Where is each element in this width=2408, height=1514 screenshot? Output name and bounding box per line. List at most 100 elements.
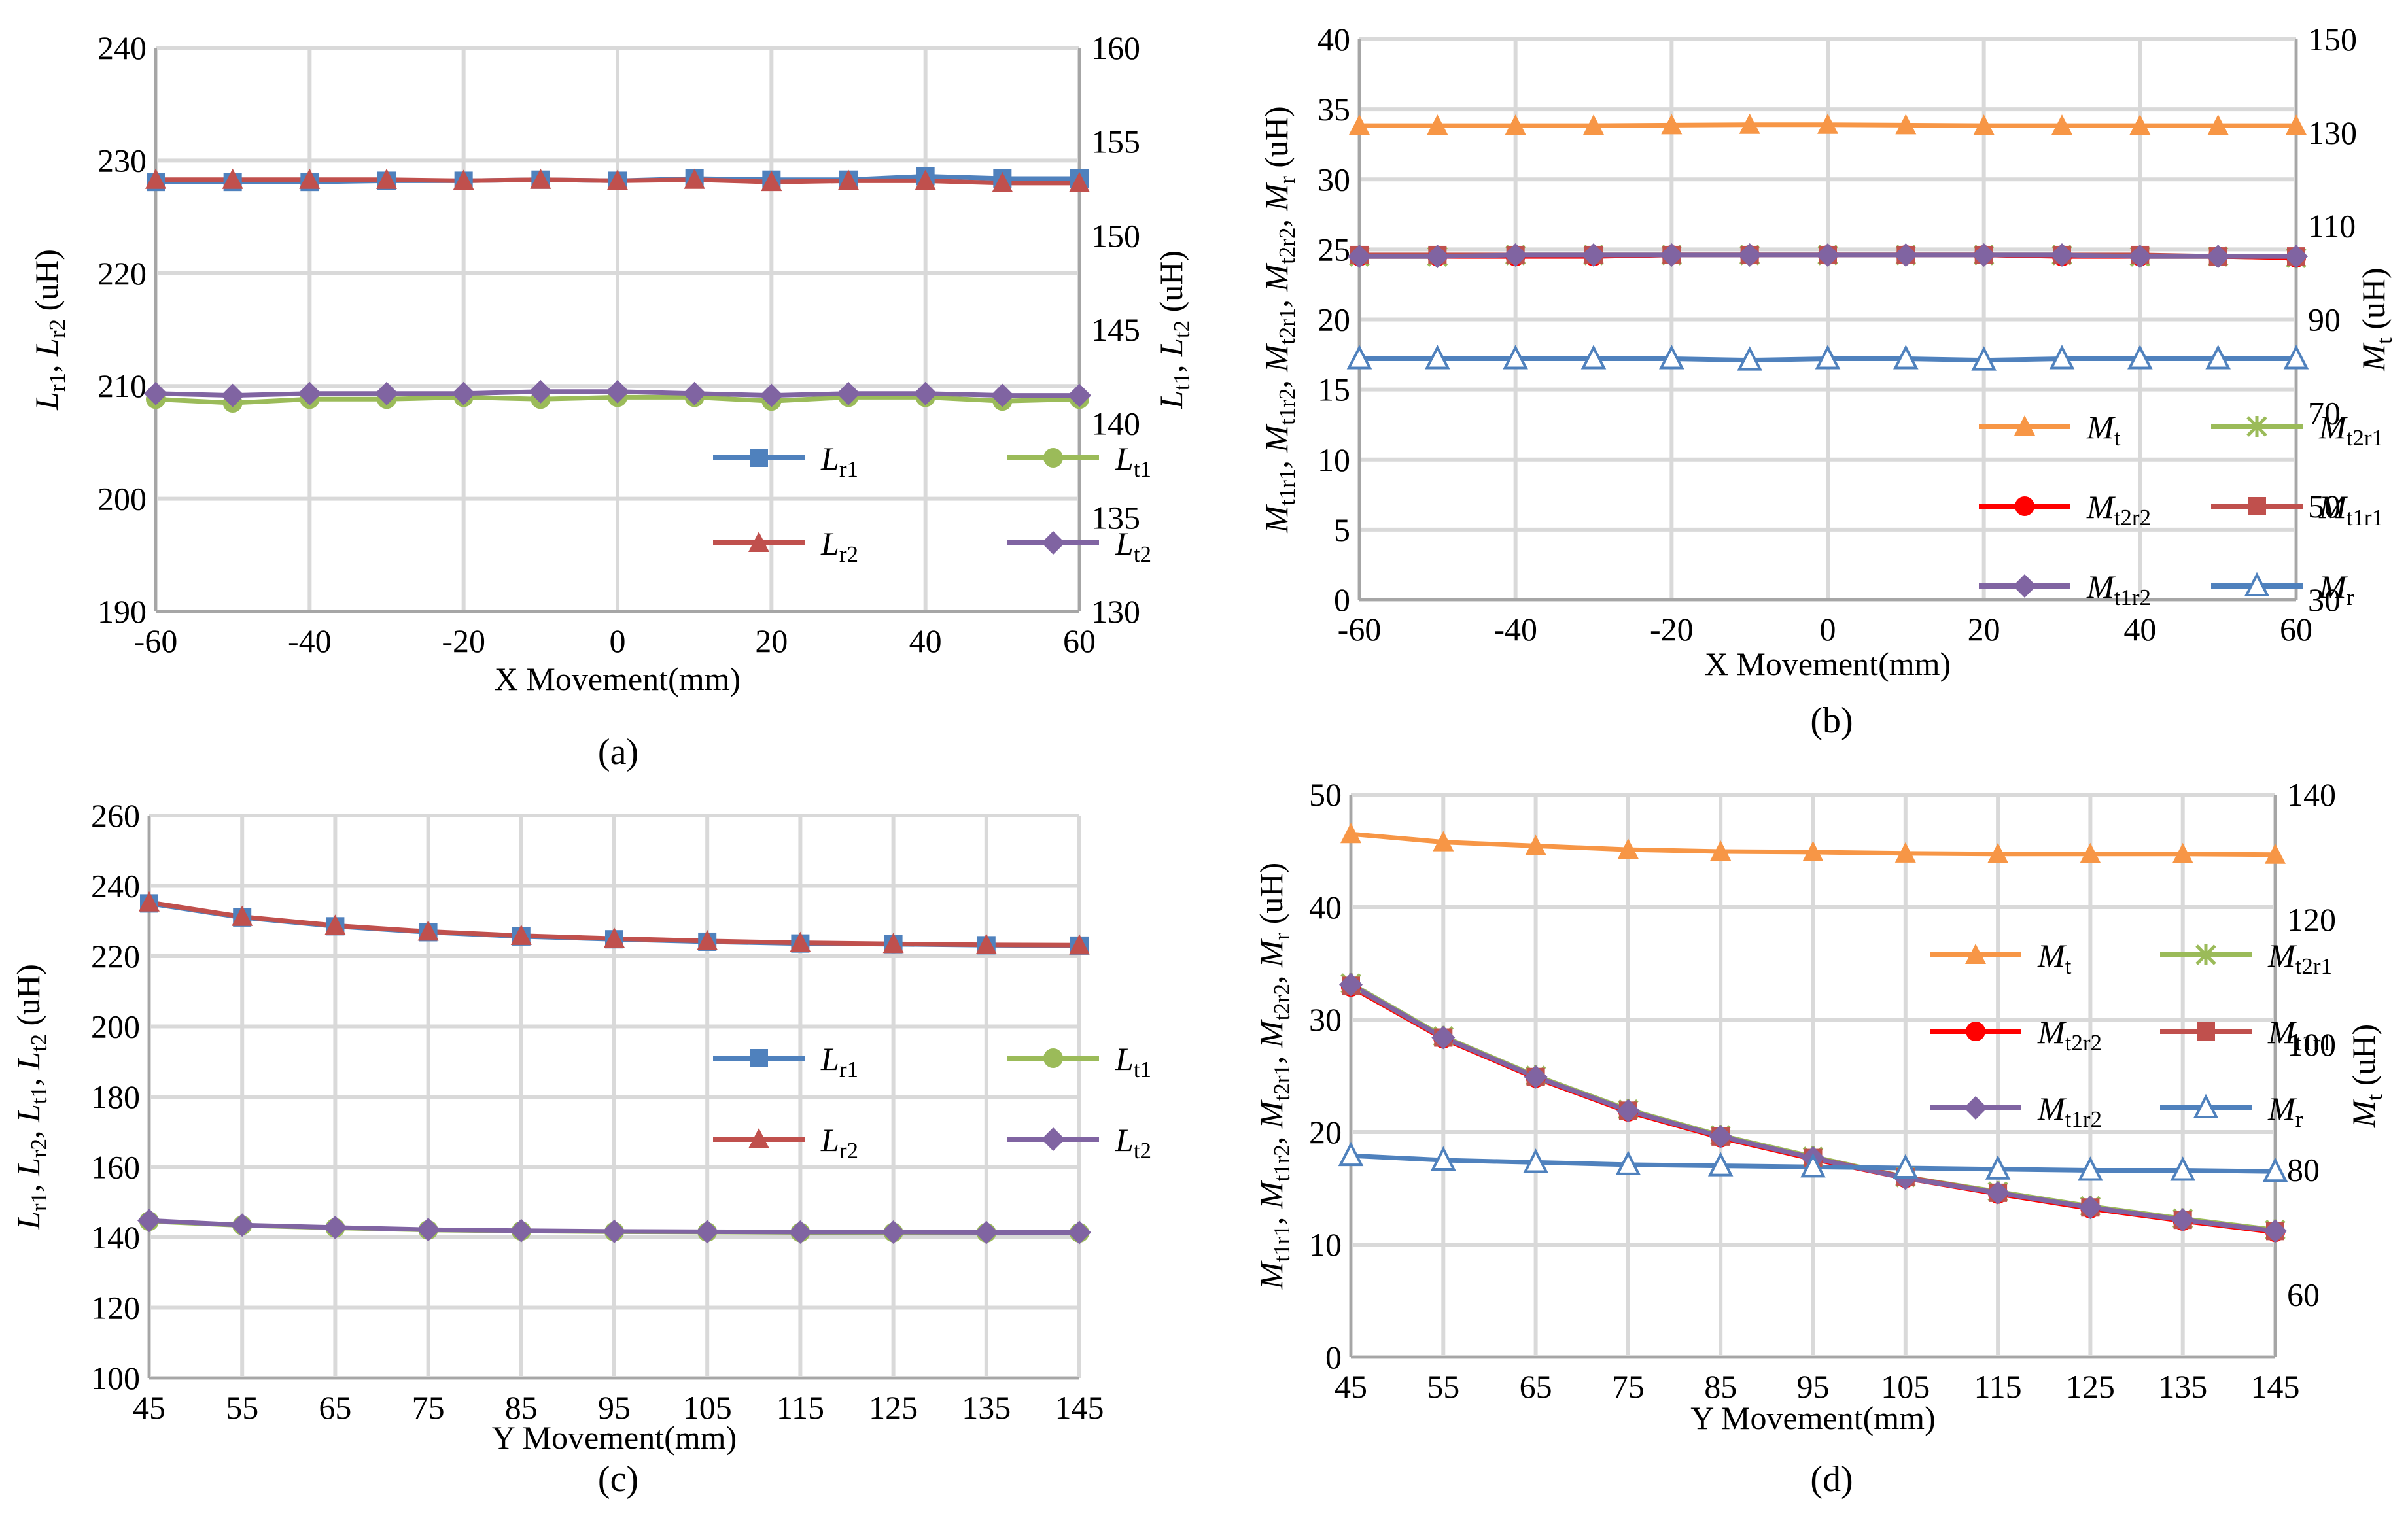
y-left-axis-title: Mt1r1, Mt1r2, Mt2r1, Mt2r2, Mr (uH) [1253, 863, 1295, 1290]
series-markers-Mt1r2 [1348, 243, 2308, 269]
y-left-axis-title-part: t1r2 [1269, 1144, 1295, 1181]
data-point-Mt1r2 [1524, 1065, 1548, 1089]
data-point-Mt [1895, 114, 1917, 135]
data-point-Mt1r2 [1816, 243, 1840, 267]
data-point-Lr2 [232, 905, 253, 926]
legend-symbol: L [820, 1122, 839, 1158]
y-left-tick-label: 40 [1317, 21, 1350, 58]
legend-symbol: M [2318, 489, 2348, 525]
data-point-Lt2 [323, 1215, 347, 1239]
x-tick-label: -40 [1493, 611, 1537, 647]
y-left-axis-title-part: r2 [26, 1139, 52, 1158]
x-tick-label: 45 [1335, 1368, 1367, 1405]
data-point-Mr [2078, 1156, 2103, 1181]
data-point-Lt2 [695, 1220, 720, 1244]
caption-d: (d) [1810, 1459, 1853, 1500]
data-point-Lr2 [145, 168, 166, 189]
x-tick-label: -60 [1338, 611, 1382, 647]
data-point-Lr2 [1069, 171, 1090, 192]
y-left-axis-title-part: L [10, 1158, 46, 1177]
legend-marker-Mt2r2 [1966, 1022, 1985, 1041]
legend-subscript: t1r2 [2065, 1107, 2102, 1132]
x-tick-label: -40 [288, 623, 332, 659]
legend-symbol: M [2267, 1090, 2297, 1127]
y-right-axis-title: Lt1, Lt2 (uH) [1153, 250, 1195, 409]
data-point-Lr2 [607, 169, 628, 190]
y-right-axis-title-part: t2 [1169, 320, 1195, 338]
chart-b: -60 -40 -20 0 20 40 60 0 5 10 15 20 25 30 35 40 30 50 70 90… [1258, 21, 2397, 741]
y-left-axis-title-part: , [10, 1176, 46, 1192]
data-point-Lr2 [324, 914, 346, 935]
y-right-tick-label: 130 [2308, 114, 2357, 151]
legend-marker-Mt1r1 [2248, 497, 2266, 515]
data-point-Mt1r2 [1972, 243, 1996, 267]
x-tick-label: 135 [2158, 1368, 2207, 1405]
data-point-Mt [1433, 831, 1454, 852]
data-point-Lt2 [416, 1218, 440, 1242]
data-point-Mr [1346, 345, 1372, 370]
legend-subscript: t1 [1134, 456, 1151, 482]
x-tick-label: 105 [683, 1389, 732, 1426]
data-point-Mt1r2 [1894, 243, 1918, 267]
data-point-Lt2 [529, 379, 553, 404]
y-left-tick-label: 30 [1317, 161, 1350, 198]
series-markers-Lt2 [144, 379, 1091, 407]
y-left-tick-label: 160 [91, 1149, 140, 1186]
x-tick-label: 105 [1881, 1368, 1930, 1405]
data-point-Lt2 [144, 381, 167, 405]
y-left-axis-title-part: , [10, 1070, 46, 1086]
data-point-Mr [1338, 1141, 1364, 1167]
series-markers-Lt2 [137, 1209, 1091, 1245]
y-left-tick-label: 100 [91, 1360, 140, 1396]
legend-symbol: L [1115, 1122, 1134, 1158]
legend-marker-Mt1r2 [2013, 574, 2036, 598]
data-point-Mt [2051, 114, 2072, 135]
data-point-Mt [1894, 842, 1916, 863]
legend-label-Mt1r1: Mt1r1 [2318, 489, 2383, 530]
data-point-Mr [1431, 1146, 1456, 1171]
data-point-Lr2 [684, 168, 705, 189]
data-point-Mr [1707, 1152, 1734, 1177]
y-left-tick-label: 50 [1309, 776, 1342, 813]
y-left-axis-title-part: t2r1 [1269, 1064, 1295, 1101]
legend-subscript: r1 [839, 1057, 858, 1082]
data-point-Mt [1427, 114, 1448, 135]
legend-marker-Lr1 [750, 1049, 768, 1067]
data-point-Mr [1985, 1155, 2011, 1180]
data-point-Lr2 [882, 933, 904, 954]
data-point-Lr2 [838, 169, 859, 190]
y-left-tick-label: 240 [97, 29, 147, 66]
data-point-Lr2 [915, 169, 936, 190]
legend-subscript: t2r1 [2347, 425, 2383, 451]
x-axis-title: X Movement(mm) [495, 661, 741, 697]
y-right-axis-title-part: (uH) [2345, 1024, 2382, 1094]
x-tick-label: 95 [1797, 1368, 1830, 1405]
legend-label-Mr: Mr [2318, 568, 2354, 610]
y-left-tick-label: 200 [97, 481, 147, 517]
data-point-Lt2 [837, 381, 860, 405]
legend-marker-Mr [2193, 1093, 2219, 1118]
data-point-Mt1r2 [2128, 245, 2152, 269]
data-point-Mt [1340, 823, 1361, 844]
y-left-axis-title-part: , [1258, 453, 1295, 469]
x-tick-label: 60 [1063, 623, 1096, 659]
data-point-Mt1r2 [1582, 243, 1605, 267]
data-point-Lr2 [992, 171, 1013, 192]
y-left-axis-title-part: , [1258, 211, 1295, 228]
data-point-Mr [1893, 1154, 1919, 1179]
x-tick-label: 75 [1612, 1368, 1645, 1405]
y-left-axis-title-part: (uH) [1253, 863, 1289, 933]
legend-symbol: L [820, 440, 839, 477]
x-tick-label: 0 [610, 623, 626, 659]
data-point-Mt [1710, 840, 1732, 861]
x-tick-label: 125 [2066, 1368, 2115, 1405]
data-point-Mr [1971, 346, 1997, 371]
x-tick-label: 85 [1704, 1368, 1737, 1405]
y-left-axis-title-part: r [1274, 176, 1300, 184]
y-left-tick-label: 25 [1317, 231, 1350, 267]
data-point-Mt [2080, 842, 2101, 863]
legend-label-Lr1: Lr1 [820, 440, 858, 482]
x-tick-label: 40 [909, 623, 942, 659]
data-point-Lt2 [509, 1218, 533, 1243]
y-right-axis-title-part: t [2371, 337, 2397, 344]
